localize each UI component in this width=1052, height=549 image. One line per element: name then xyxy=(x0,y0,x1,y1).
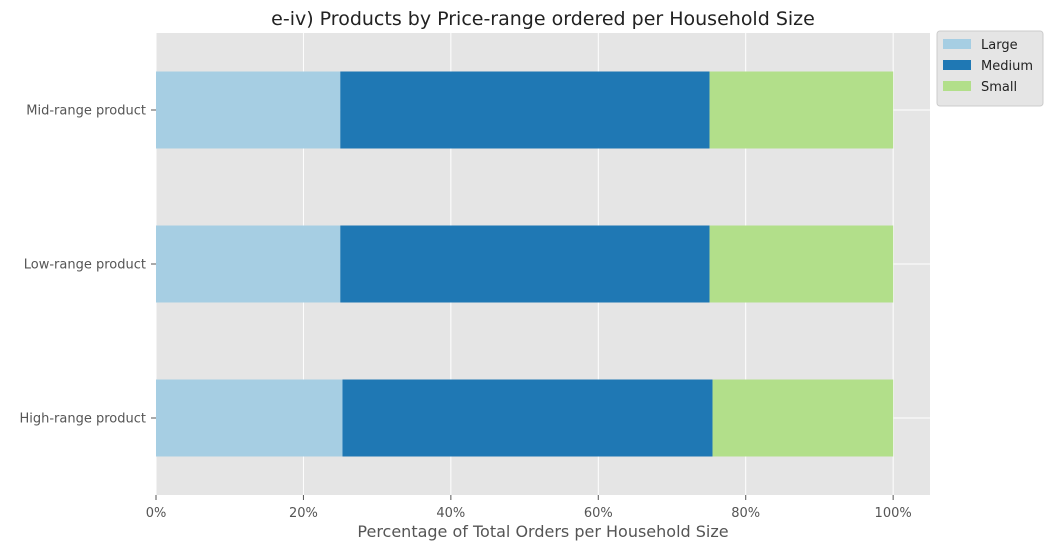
legend-label-medium: Medium xyxy=(981,59,1033,74)
x-axis-ticks: 0% 20% 40% 60% 80% 100% xyxy=(146,495,912,521)
legend-label-small: Small xyxy=(981,80,1017,95)
x-tick-label: 40% xyxy=(436,506,465,521)
bar-medium-mid-range-product xyxy=(340,71,710,149)
bar-small-high-range-product xyxy=(712,379,894,457)
y-axis-ticks: Mid-range product Low-range product High-r… xyxy=(19,104,156,427)
bar-large-low-range-product xyxy=(156,225,341,303)
bar-large-high-range-product xyxy=(156,379,343,457)
bar-large-mid-range-product xyxy=(156,71,341,149)
bar-medium-low-range-product xyxy=(340,225,710,303)
x-tick-label: 0% xyxy=(146,506,167,521)
chart-title: e-iv) Products by Price-range ordered pe… xyxy=(271,8,815,30)
x-tick-label: 60% xyxy=(584,506,613,521)
bar-small-mid-range-product xyxy=(709,71,894,149)
bar-medium-high-range-product xyxy=(342,379,713,457)
y-tick-label: Low-range product xyxy=(24,258,146,273)
y-tick-label: Mid-range product xyxy=(26,104,146,119)
legend-swatch-medium xyxy=(943,60,971,70)
legend: Large Medium Small xyxy=(936,30,1044,107)
bars xyxy=(156,71,894,457)
x-tick-label: 20% xyxy=(289,506,318,521)
bar-small-low-range-product xyxy=(709,225,894,303)
legend-label-large: Large xyxy=(981,38,1018,53)
y-tick-label: High-range product xyxy=(19,412,146,427)
legend-swatch-small xyxy=(943,81,971,91)
x-axis-title: Percentage of Total Orders per Household… xyxy=(357,522,728,541)
x-tick-label: 80% xyxy=(731,506,760,521)
x-tick-label: 100% xyxy=(875,506,912,521)
legend-swatch-large xyxy=(943,39,971,49)
